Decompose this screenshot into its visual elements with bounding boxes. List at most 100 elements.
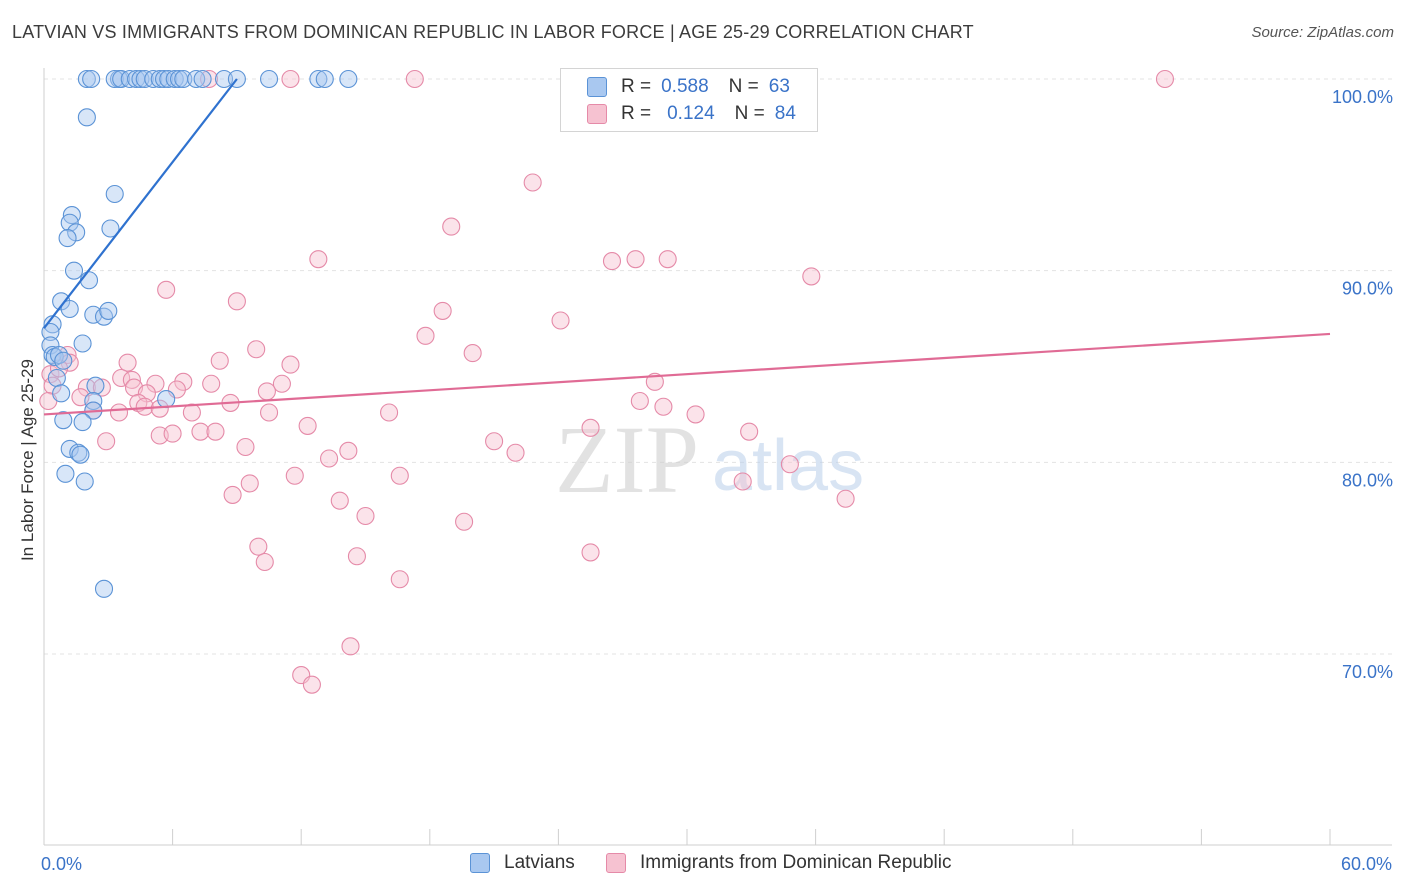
dominican-point — [281, 69, 300, 89]
dominican-r-value: 0.124 — [667, 103, 715, 124]
dominican-point — [240, 474, 259, 493]
latvian-point — [120, 69, 139, 89]
latvian-point — [58, 229, 77, 248]
latvian-point — [54, 411, 73, 430]
latvian-point — [214, 69, 234, 89]
dominican-point — [206, 422, 225, 441]
latvian-point — [159, 69, 178, 89]
dominican-point — [390, 570, 409, 589]
stats-legend: R = 0.588 N = 63 R = 0.124 N = 84 — [560, 68, 818, 132]
dominican-point — [285, 466, 304, 485]
dominican-point — [202, 374, 221, 393]
points-layer — [39, 69, 1175, 694]
latvian-point — [174, 69, 193, 89]
latvian-point — [56, 464, 75, 483]
legend-item-dominican[interactable]: Immigrants from Dominican Republic — [606, 852, 952, 874]
chart-title: LATVIAN VS IMMIGRANTS FROM DOMINICAN REP… — [12, 22, 974, 42]
n-label: N = — [734, 103, 765, 124]
latvian-point — [77, 108, 96, 127]
dominican-point — [199, 69, 219, 89]
dominican-point — [118, 353, 137, 372]
dominican-swatch-icon — [587, 104, 607, 124]
latvian-trend-line — [43, 78, 238, 329]
stats-legend-row-dominican: R = 0.124 N = 84 — [587, 101, 796, 127]
latvian-point — [77, 69, 96, 89]
dominican-point — [92, 378, 111, 397]
dominican-point — [249, 537, 268, 556]
dominican-point — [223, 485, 242, 504]
legend-label-dominican: Immigrants from Dominican Republic — [640, 852, 952, 873]
dominican-point — [1155, 69, 1175, 89]
bottom-legend: Latvians Immigrants from Dominican Repub… — [0, 852, 1406, 878]
y-tick-label: 90.0% — [1342, 279, 1393, 299]
dominican-point — [236, 437, 255, 457]
dominican-point — [658, 250, 677, 269]
dominican-point — [506, 443, 525, 462]
latvian-point — [131, 69, 150, 89]
dominican-point — [836, 489, 855, 508]
x-tick-label: 0.0% — [41, 854, 82, 874]
latvian-point — [94, 579, 114, 598]
dominican-point — [339, 441, 358, 460]
dominican-point — [645, 372, 664, 391]
dominican-point — [330, 491, 349, 510]
dominican-point — [281, 355, 300, 374]
dominican-point — [581, 543, 600, 562]
dominican-point — [191, 422, 210, 441]
latvian-point — [64, 261, 84, 280]
watermark-zip: ZIP — [555, 406, 699, 513]
dominican-point — [581, 418, 600, 437]
dominican-point — [163, 424, 182, 443]
latvian-point — [71, 445, 90, 464]
dominican-point — [347, 547, 366, 566]
dominican-point — [309, 250, 328, 269]
latvian-point — [62, 206, 81, 225]
dominican-point — [602, 252, 622, 271]
dominican-point — [416, 326, 435, 345]
dominican-point — [320, 449, 339, 468]
latvian-point — [41, 322, 60, 342]
dominican-point — [109, 403, 129, 422]
latvian-point — [154, 69, 174, 89]
dominican-point — [433, 301, 452, 320]
r-label: R = — [621, 76, 652, 97]
n-label: N = — [728, 76, 759, 97]
y-tick-label: 80.0% — [1342, 470, 1393, 490]
latvian-point — [86, 376, 105, 395]
latvians-n-value: 63 — [768, 76, 790, 97]
dominican-point — [182, 403, 201, 422]
stats-legend-row-latvians: R = 0.588 N = 63 — [587, 74, 790, 100]
dominican-point — [356, 506, 375, 526]
latvian-point — [157, 390, 176, 409]
latvian-point — [101, 219, 120, 238]
latvian-point — [82, 69, 101, 89]
dominican-point — [390, 466, 409, 485]
dominican-legend-icon — [606, 853, 626, 873]
legend-label-latvians: Latvians — [504, 852, 575, 873]
latvian-point — [79, 271, 99, 290]
dominican-point — [630, 391, 649, 411]
latvian-point — [309, 69, 328, 89]
latvian-point — [75, 472, 94, 491]
grid-layer — [44, 78, 1392, 655]
dominican-point — [272, 374, 291, 393]
dominican-point — [463, 344, 482, 363]
dominican-point — [442, 217, 461, 236]
source-label: Source: ZipAtlas.com — [1251, 24, 1394, 41]
latvian-point — [144, 69, 163, 89]
dominican-point — [405, 69, 424, 89]
dominican-point — [740, 422, 759, 441]
y-tick-label: 100.0% — [1332, 87, 1393, 107]
latvian-point — [193, 69, 212, 89]
dominican-point — [485, 432, 504, 451]
legend-item-latvians[interactable]: Latvians — [470, 852, 575, 874]
watermark-atlas: atlas — [712, 426, 864, 506]
trend-layer — [43, 78, 1331, 416]
dominican-point — [210, 351, 229, 370]
latvian-point — [52, 384, 71, 403]
latvian-point — [84, 391, 103, 411]
y-axis-title: In Labor Force | Age 25-29 — [18, 359, 37, 561]
dominican-point — [455, 512, 474, 531]
latvian-point — [60, 213, 79, 232]
